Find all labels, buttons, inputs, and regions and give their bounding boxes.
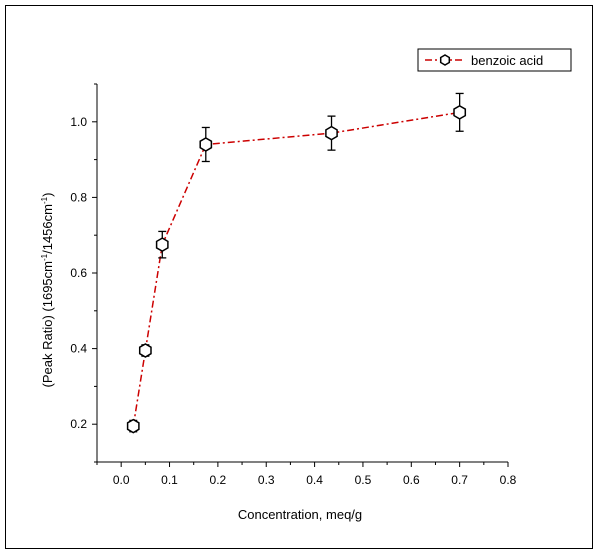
y-tick-label: 0.8 bbox=[70, 190, 87, 204]
series-layer bbox=[126, 92, 467, 434]
y-axis-title: (Peak Ratio) (1695cm-1/1456cm-1) bbox=[40, 193, 55, 388]
x-tick-label: 0.0 bbox=[113, 473, 130, 487]
y-tick-label: 0.4 bbox=[70, 342, 87, 356]
x-tick-label: 0.3 bbox=[258, 473, 275, 487]
data-point bbox=[138, 343, 152, 358]
x-tick-label: 0.8 bbox=[500, 473, 517, 487]
x-tick-label: 0.4 bbox=[306, 473, 323, 487]
chart-frame bbox=[5, 5, 593, 549]
axes bbox=[96, 84, 508, 463]
y-tick-label: 0.6 bbox=[70, 266, 87, 280]
data-point bbox=[453, 105, 467, 120]
data-point bbox=[199, 137, 213, 152]
legend-box bbox=[417, 48, 572, 72]
x-tick-label: 0.7 bbox=[451, 473, 468, 487]
y-tick-label: 1.0 bbox=[70, 115, 87, 129]
legend-label: benzoic acid bbox=[471, 53, 543, 68]
data-point bbox=[155, 237, 169, 252]
x-tick-label: 0.2 bbox=[210, 473, 227, 487]
x-tick-label: 0.5 bbox=[355, 473, 372, 487]
y-ticks: 0.2 0.4 0.6 0.8 1.0 bbox=[70, 83, 97, 463]
x-axis-title: Concentration, meq/g bbox=[238, 507, 362, 522]
x-tick-label: 0.6 bbox=[403, 473, 420, 487]
x-tick-label: 0.1 bbox=[161, 473, 178, 487]
legend-marker bbox=[439, 54, 451, 66]
y-tick-label: 0.2 bbox=[70, 417, 87, 431]
data-point bbox=[325, 125, 338, 141]
series-line bbox=[132, 111, 460, 427]
x-ticks: 0.0 0.1 0.2 0.3 0.4 0.5 0.6 0.7 0.8 bbox=[96, 462, 517, 487]
legend: benzoic acid bbox=[417, 48, 572, 72]
data-point bbox=[126, 418, 140, 434]
